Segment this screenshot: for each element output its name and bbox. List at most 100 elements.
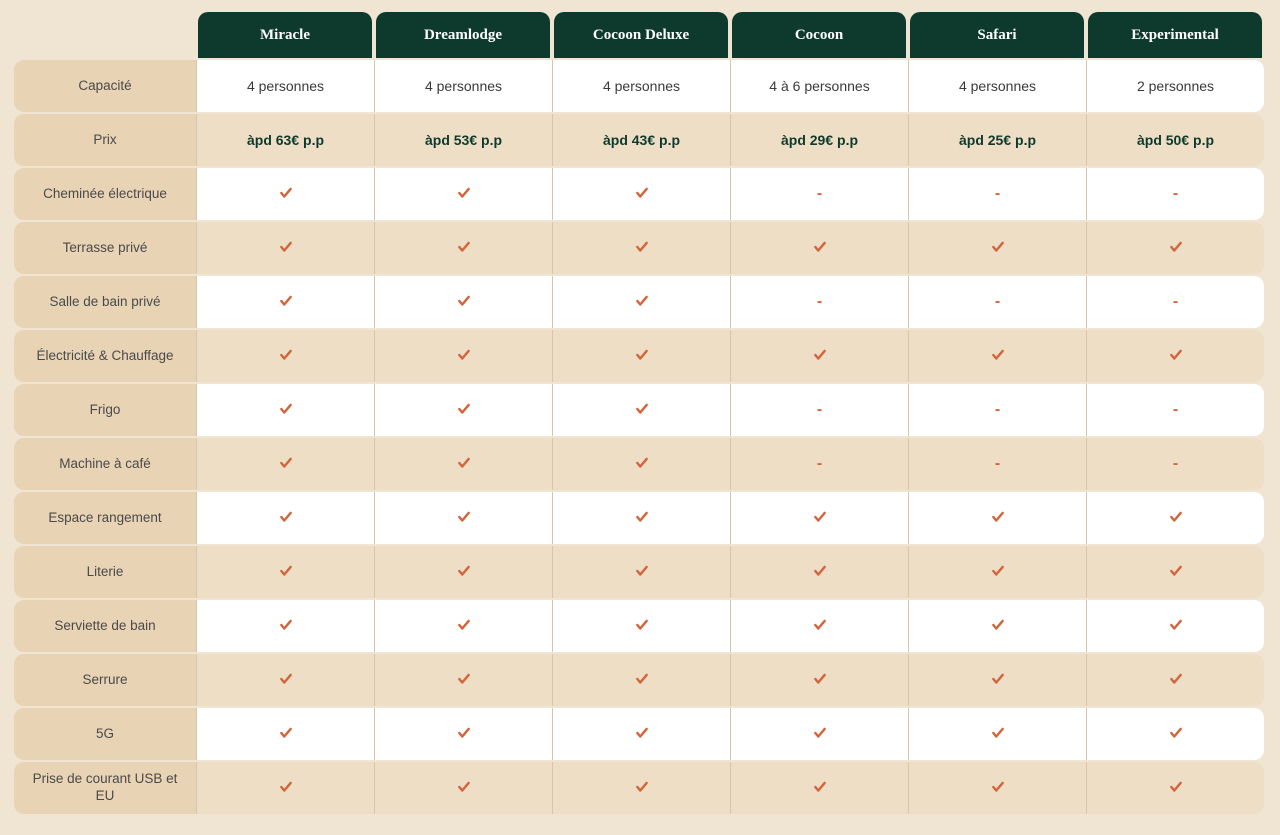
- table-cell: -: [730, 438, 908, 490]
- checkmark-icon: [635, 726, 649, 743]
- table-cell: -: [730, 168, 908, 220]
- table-cell: [552, 762, 730, 814]
- dash-icon: -: [1173, 401, 1178, 419]
- cell-text: 4 personnes: [959, 78, 1036, 94]
- checkmark-icon: [279, 564, 293, 581]
- checkmark-icon: [457, 402, 471, 419]
- table-cell: [196, 708, 374, 760]
- table-cell: [374, 492, 552, 544]
- row-label: Prix: [14, 114, 196, 166]
- checkmark-icon: [279, 348, 293, 365]
- table-cell: 4 personnes: [552, 60, 730, 112]
- checkmark-icon: [991, 510, 1005, 527]
- table-cell: [374, 222, 552, 274]
- cell-text: 4 personnes: [425, 78, 502, 94]
- table-cell: [374, 708, 552, 760]
- dash-icon: -: [817, 455, 822, 473]
- table-cell: [1086, 546, 1264, 598]
- table-cell: [374, 438, 552, 490]
- table-cell: [1086, 600, 1264, 652]
- checkmark-icon: [813, 564, 827, 581]
- table-cell: [552, 168, 730, 220]
- row-label: Cheminée électrique: [14, 168, 196, 220]
- checkmark-icon: [1169, 564, 1183, 581]
- table-cell: [196, 168, 374, 220]
- table-cell: [1086, 222, 1264, 274]
- table-cell: àpd 50€ p.p: [1086, 114, 1264, 166]
- column-header: Cocoon Deluxe: [554, 12, 728, 58]
- table-cell: [552, 276, 730, 328]
- dash-icon: -: [1173, 293, 1178, 311]
- table-cell: 4 personnes: [374, 60, 552, 112]
- checkmark-icon: [457, 564, 471, 581]
- table-cell: [374, 384, 552, 436]
- table-cell: àpd 53€ p.p: [374, 114, 552, 166]
- cell-text: 4 personnes: [603, 78, 680, 94]
- checkmark-icon: [279, 510, 293, 527]
- table-cell: [552, 654, 730, 706]
- checkmark-icon: [457, 186, 471, 203]
- dash-icon: -: [995, 401, 1000, 419]
- checkmark-icon: [1169, 348, 1183, 365]
- checkmark-icon: [635, 294, 649, 311]
- table-cell: [374, 762, 552, 814]
- checkmark-icon: [813, 348, 827, 365]
- table-cell: [552, 492, 730, 544]
- checkmark-icon: [991, 618, 1005, 635]
- checkmark-icon: [813, 510, 827, 527]
- table-cell: [1086, 492, 1264, 544]
- cell-price: àpd 29€ p.p: [781, 132, 858, 148]
- checkmark-icon: [991, 348, 1005, 365]
- table-cell: [552, 708, 730, 760]
- cell-text: 2 personnes: [1137, 78, 1214, 94]
- table-cell: [908, 654, 1086, 706]
- table-cell: [552, 438, 730, 490]
- row-label: Machine à café: [14, 438, 196, 490]
- checkmark-icon: [813, 780, 827, 797]
- row-label: Literie: [14, 546, 196, 598]
- table-cell: [552, 384, 730, 436]
- table-cell: -: [1086, 438, 1264, 490]
- checkmark-icon: [279, 402, 293, 419]
- cell-price: àpd 50€ p.p: [1137, 132, 1214, 148]
- checkmark-icon: [813, 672, 827, 689]
- comparison-table: Miracle Dreamlodge Cocoon Deluxe Cocoon …: [14, 12, 1266, 814]
- checkmark-icon: [457, 294, 471, 311]
- checkmark-icon: [813, 240, 827, 257]
- checkmark-icon: [991, 780, 1005, 797]
- dash-icon: -: [1173, 455, 1178, 473]
- cell-price: àpd 53€ p.p: [425, 132, 502, 148]
- checkmark-icon: [635, 186, 649, 203]
- table-cell: -: [908, 168, 1086, 220]
- table-cell: -: [908, 384, 1086, 436]
- row-label: Salle de bain privé: [14, 276, 196, 328]
- table-cell: [730, 546, 908, 598]
- table-cell: [730, 222, 908, 274]
- checkmark-icon: [457, 240, 471, 257]
- checkmark-icon: [1169, 618, 1183, 635]
- cell-price: àpd 43€ p.p: [603, 132, 680, 148]
- table-cell: [908, 708, 1086, 760]
- checkmark-icon: [457, 726, 471, 743]
- row-label: 5G: [14, 708, 196, 760]
- row-label: Terrasse privé: [14, 222, 196, 274]
- checkmark-icon: [991, 726, 1005, 743]
- table-cell: [196, 492, 374, 544]
- row-label: Capacité: [14, 60, 196, 112]
- cell-text: 4 à 6 personnes: [769, 78, 869, 94]
- table-cell: -: [730, 384, 908, 436]
- checkmark-icon: [635, 456, 649, 473]
- table-cell: 4 personnes: [196, 60, 374, 112]
- dash-icon: -: [995, 455, 1000, 473]
- table-cell: [1086, 330, 1264, 382]
- checkmark-icon: [635, 402, 649, 419]
- checkmark-icon: [813, 618, 827, 635]
- dash-icon: -: [1173, 185, 1178, 203]
- checkmark-icon: [457, 510, 471, 527]
- checkmark-icon: [635, 564, 649, 581]
- checkmark-icon: [1169, 780, 1183, 797]
- table-cell: [908, 222, 1086, 274]
- table-cell: [196, 546, 374, 598]
- table-cell: [196, 276, 374, 328]
- checkmark-icon: [991, 672, 1005, 689]
